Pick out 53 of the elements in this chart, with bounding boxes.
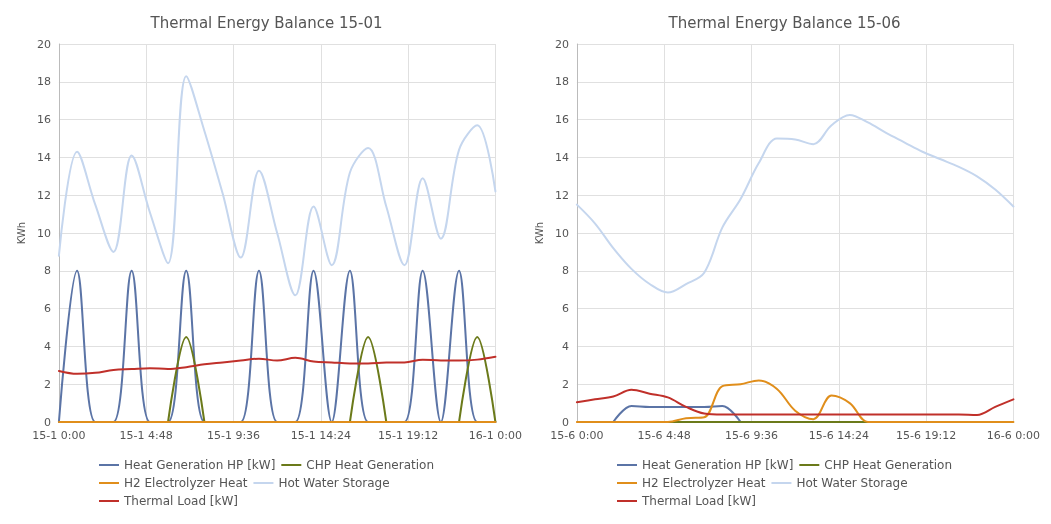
y-tick-label: 18 <box>36 75 51 89</box>
y-tick-label: 10 <box>554 226 569 240</box>
y-tick-label: 14 <box>36 150 51 164</box>
y-tick-label: 6 <box>561 302 569 316</box>
x-tick-label: 15-6 19:12 <box>896 429 957 442</box>
y-tick-label: 4 <box>43 339 51 353</box>
legend-label: CHP Heat Generation <box>824 458 952 472</box>
chart-title: Thermal Energy Balance 15-01 <box>149 13 383 32</box>
y-axis-title: KWh <box>15 221 27 245</box>
y-tick-label: 0 <box>43 415 51 429</box>
x-tick-label: 16-6 0:00 <box>986 429 1040 442</box>
legend-label: Hot Water Storage <box>278 476 390 490</box>
x-tick-label: 15-6 4:48 <box>637 429 691 442</box>
line-series <box>575 379 1015 423</box>
line-series <box>575 388 1015 417</box>
legend-label: Heat Generation HP [kW] <box>124 458 276 472</box>
x-tick-label: 15-1 0:00 <box>32 429 86 442</box>
x-tick-label: 15-1 4:48 <box>119 429 173 442</box>
y-tick-label: 12 <box>554 188 569 202</box>
legend-label: CHP Heat Generation <box>306 458 434 472</box>
legend-label: Hot Water Storage <box>796 476 908 490</box>
x-tick-label: 15-6 14:24 <box>808 429 869 442</box>
legend-label: Thermal Load [kW] <box>641 494 757 508</box>
legend-label: Thermal Load [kW] <box>123 494 239 508</box>
line-series <box>57 75 497 297</box>
legend-label: H2 Electrolyzer Heat <box>124 476 248 490</box>
y-tick-label: 20 <box>554 37 569 51</box>
y-tick-label: 4 <box>561 339 569 353</box>
line-series <box>57 355 497 375</box>
y-tick-label: 14 <box>554 150 569 164</box>
chart-title: Thermal Energy Balance 15-06 <box>667 13 901 32</box>
y-tick-label: 6 <box>43 302 51 316</box>
line-series <box>575 113 1015 294</box>
legend-label: H2 Electrolyzer Heat <box>642 476 766 490</box>
y-axis-title: KWh <box>533 221 545 245</box>
legend-label: Heat Generation HP [kW] <box>642 458 794 472</box>
y-tick-label: 18 <box>554 75 569 89</box>
y-tick-label: 8 <box>43 264 51 278</box>
y-tick-label: 8 <box>561 264 569 278</box>
y-tick-label: 2 <box>43 377 51 391</box>
x-tick-label: 15-1 14:24 <box>290 429 351 442</box>
x-tick-label: 15-6 9:36 <box>724 429 779 442</box>
y-tick-label: 12 <box>36 188 51 202</box>
y-tick-label: 16 <box>554 113 569 127</box>
y-tick-label: 2 <box>561 377 569 391</box>
y-tick-label: 0 <box>561 415 569 429</box>
y-tick-label: 20 <box>36 37 51 51</box>
x-tick-label: 15-1 9:36 <box>206 429 261 442</box>
x-tick-label: 16-1 0:00 <box>468 429 522 442</box>
y-tick-label: 10 <box>36 226 51 240</box>
x-tick-label: 15-6 0:00 <box>550 429 604 442</box>
y-tick-label: 16 <box>36 113 51 127</box>
x-tick-label: 15-1 19:12 <box>378 429 439 442</box>
